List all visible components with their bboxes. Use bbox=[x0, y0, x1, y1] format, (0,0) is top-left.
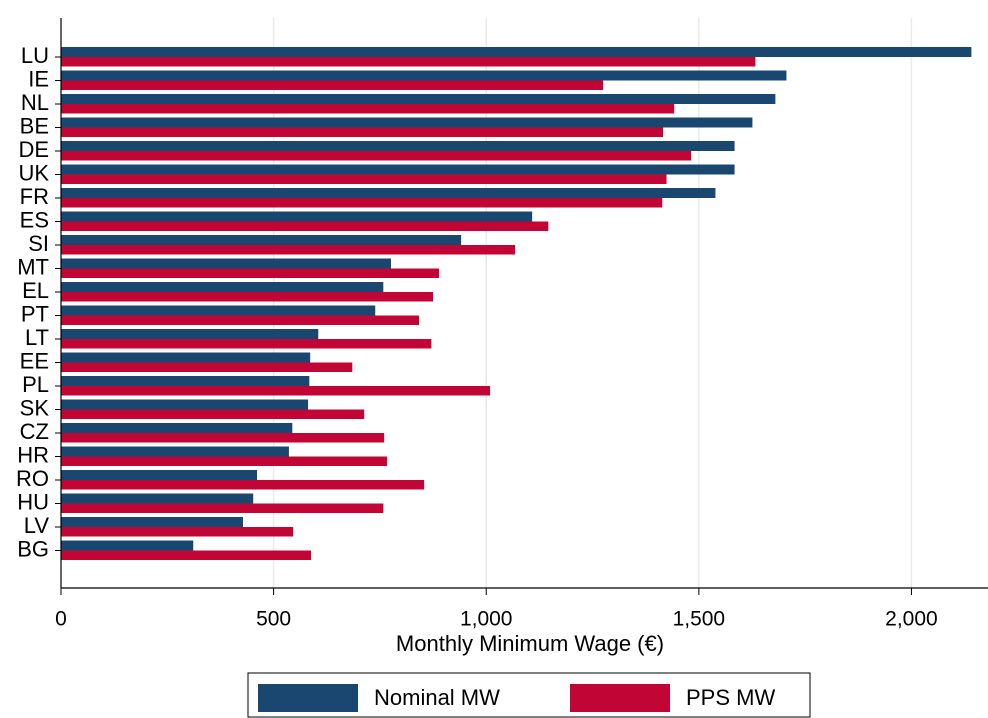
y-tick-label: FR bbox=[20, 184, 49, 209]
legend-label: Nominal MW bbox=[374, 685, 500, 710]
legend-swatch bbox=[258, 684, 358, 712]
bar bbox=[61, 456, 388, 466]
bar bbox=[61, 268, 440, 278]
y-tick-label: SI bbox=[28, 231, 49, 256]
bar bbox=[61, 80, 604, 90]
bar bbox=[61, 164, 735, 175]
bar bbox=[61, 517, 243, 527]
x-axis-label: Monthly Minimum Wage (€) bbox=[396, 631, 664, 656]
bar bbox=[61, 174, 667, 184]
y-tick-label: EE bbox=[20, 348, 49, 373]
legend-swatch bbox=[570, 684, 670, 712]
bar bbox=[61, 235, 462, 245]
y-tick-label: SK bbox=[20, 395, 50, 420]
bar bbox=[61, 57, 756, 67]
bar bbox=[61, 446, 289, 457]
bar bbox=[61, 527, 294, 537]
legend-label: PPS MW bbox=[686, 685, 775, 710]
bar bbox=[61, 493, 254, 504]
bar bbox=[61, 376, 310, 386]
y-tick-label: LV bbox=[24, 513, 50, 538]
bar bbox=[61, 305, 376, 316]
bar bbox=[61, 70, 787, 81]
bar bbox=[61, 423, 293, 433]
x-tick-label: 2,000 bbox=[885, 608, 938, 631]
bar bbox=[61, 151, 692, 161]
bar bbox=[61, 329, 319, 339]
x-tick-label: 500 bbox=[256, 608, 291, 631]
bar bbox=[61, 292, 434, 302]
bar bbox=[61, 47, 972, 57]
bar bbox=[61, 198, 663, 208]
x-tick-label: 1,500 bbox=[673, 608, 726, 631]
y-tick-label: LU bbox=[21, 43, 49, 68]
bar bbox=[61, 245, 516, 255]
bar bbox=[61, 141, 735, 151]
x-tick-label: 1,000 bbox=[460, 608, 513, 631]
bar bbox=[61, 399, 309, 410]
y-tick-label: EL bbox=[22, 278, 49, 303]
y-tick-label: LT bbox=[25, 325, 49, 350]
bar bbox=[61, 352, 311, 363]
bar bbox=[61, 540, 194, 551]
y-tick-label: HR bbox=[17, 442, 49, 467]
y-tick-label: ES bbox=[20, 207, 49, 232]
bar bbox=[61, 221, 549, 231]
y-tick-label: CZ bbox=[20, 419, 49, 444]
bar bbox=[61, 282, 384, 292]
y-tick-label: MT bbox=[17, 254, 49, 279]
y-tick-label: PT bbox=[21, 301, 49, 326]
y-tick-label: IE bbox=[28, 66, 49, 91]
bar bbox=[61, 480, 425, 490]
bar bbox=[61, 188, 716, 198]
bar bbox=[61, 104, 675, 114]
bar bbox=[61, 503, 384, 513]
y-tick-label: NL bbox=[21, 90, 49, 115]
y-tick-label: PL bbox=[22, 372, 49, 397]
bar bbox=[61, 339, 432, 349]
y-tick-label: HU bbox=[17, 489, 49, 514]
y-tick-label: BE bbox=[20, 113, 49, 138]
y-tick-label: DE bbox=[18, 137, 49, 162]
y-tick-label: RO bbox=[16, 466, 49, 491]
bar bbox=[61, 386, 491, 396]
bar bbox=[61, 211, 533, 222]
x-tick-label: 0 bbox=[55, 608, 67, 631]
bar bbox=[61, 550, 312, 560]
bar bbox=[61, 117, 753, 128]
bar bbox=[61, 470, 258, 480]
bar bbox=[61, 94, 776, 104]
y-tick-label: UK bbox=[18, 160, 49, 185]
bar bbox=[61, 409, 365, 419]
y-tick-label: BG bbox=[17, 536, 49, 561]
bar bbox=[61, 315, 420, 325]
bar bbox=[61, 127, 664, 137]
bar bbox=[61, 362, 353, 372]
bar bbox=[61, 433, 385, 443]
bar bbox=[61, 258, 391, 269]
